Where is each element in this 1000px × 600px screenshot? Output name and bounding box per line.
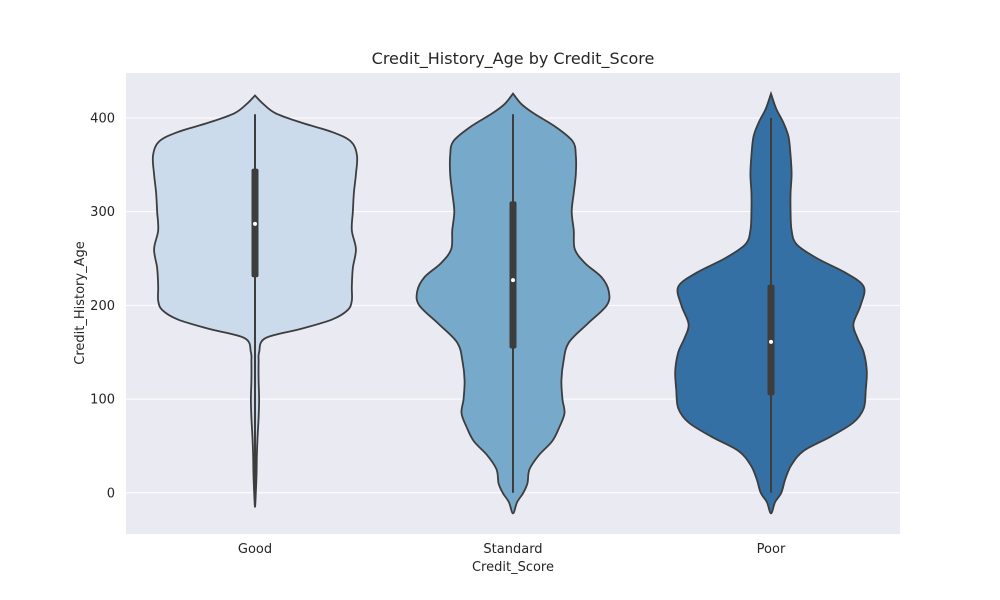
- y-tick-label: 100: [90, 393, 115, 408]
- violin-good: [151, 94, 359, 508]
- violins: [151, 90, 868, 515]
- y-tick-label: 0: [107, 486, 115, 501]
- y-axis-label: Credit_History_Age: [73, 241, 88, 365]
- y-axis-ticks: 0 100 200 300 400: [90, 111, 115, 501]
- median-point: [253, 221, 257, 226]
- y-tick-label: 200: [90, 299, 115, 314]
- iqr-box: [509, 201, 517, 349]
- y-tick-label: 300: [90, 205, 115, 220]
- x-axis-label: Credit_Score: [472, 560, 554, 575]
- violin-poor: [674, 90, 868, 515]
- median-point: [769, 339, 773, 344]
- x-tick-label: Poor: [757, 542, 786, 557]
- chart-title: Credit_History_Age by Credit_Score: [372, 49, 655, 69]
- x-tick-label: Standard: [483, 542, 542, 557]
- y-tick-label: 400: [90, 111, 115, 126]
- violin-standard: [415, 92, 611, 515]
- x-tick-label: Good: [238, 542, 272, 557]
- x-axis-ticks: Good Standard Poor: [238, 542, 786, 557]
- median-point: [511, 278, 515, 283]
